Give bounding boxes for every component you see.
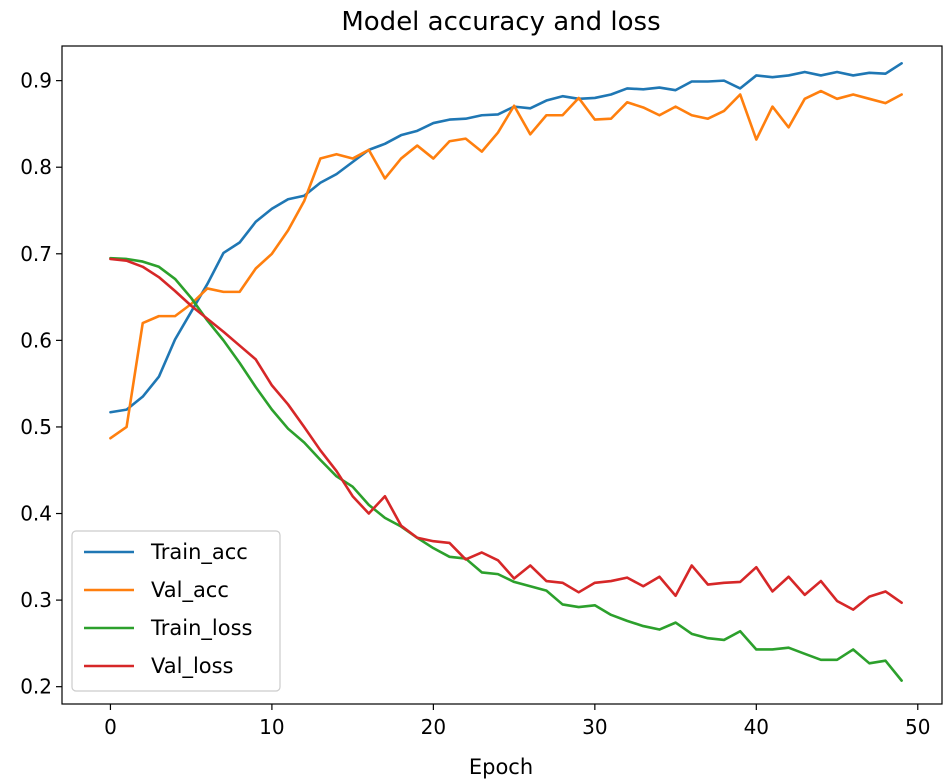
y-tick-label: 0.8	[20, 155, 52, 179]
y-tick-label: 0.3	[20, 588, 52, 612]
y-tick-label: 0.2	[20, 675, 52, 699]
x-axis-label: Epoch	[469, 755, 533, 779]
y-tick-label: 0.7	[20, 242, 52, 266]
x-axis: 0 10 20 30 40 50	[104, 704, 931, 739]
x-tick-label: 0	[104, 715, 117, 739]
x-tick-label: 40	[744, 715, 769, 739]
series-line-val-loss	[109, 257, 903, 611]
legend: Train_acc Val_acc Train_loss Val_loss	[71, 530, 281, 692]
chart-title: Model accuracy and loss	[341, 7, 660, 37]
y-tick-label: 0.4	[20, 502, 52, 526]
y-axis: 0.2 0.3 0.4 0.5 0.6 0.7 0.8 0.9	[20, 69, 62, 699]
y-tick-label: 0.6	[20, 328, 52, 352]
legend-label-train-loss: Train_loss	[150, 616, 252, 641]
series-line-val-acc	[109, 89, 903, 440]
x-tick-label: 20	[421, 715, 446, 739]
x-tick-label: 50	[905, 715, 930, 739]
plot-frame	[61, 45, 943, 705]
y-tick-label: 0.9	[20, 69, 52, 93]
series-lines	[109, 62, 903, 682]
series-line-train-acc	[109, 62, 903, 414]
series-line-train-loss	[109, 256, 903, 682]
legend-label-train-acc: Train_acc	[150, 540, 248, 565]
legend-box	[71, 530, 281, 692]
legend-label-val-loss: Val_loss	[151, 654, 234, 679]
x-tick-label: 10	[259, 715, 284, 739]
y-tick-label: 0.5	[20, 415, 52, 439]
legend-label-val-acc: Val_acc	[151, 578, 229, 603]
x-tick-label: 30	[582, 715, 607, 739]
